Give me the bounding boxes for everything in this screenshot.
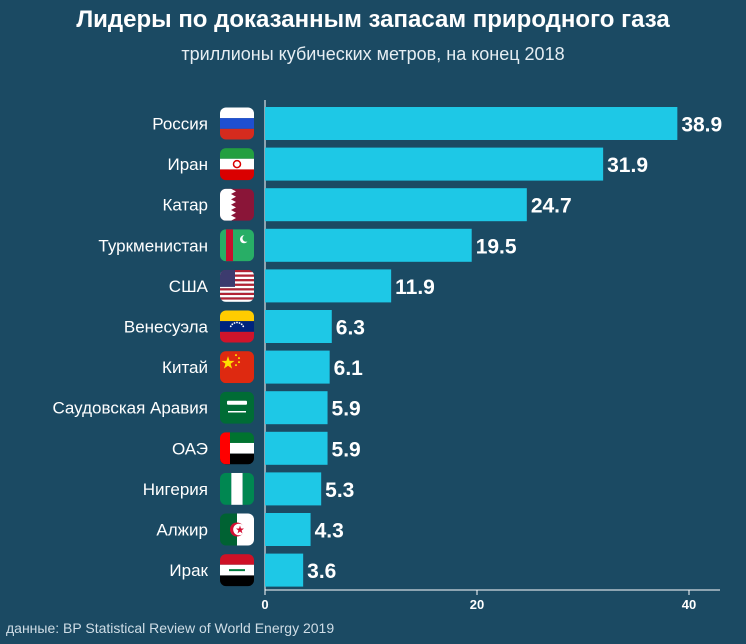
- china-flag-icon: [220, 351, 254, 384]
- category-label: Туркменистан: [98, 236, 208, 255]
- category-label: Саудовская Аравия: [52, 399, 208, 418]
- bar: [265, 553, 304, 587]
- algeria-flag-icon: [220, 513, 254, 546]
- saudi-arabia-flag-icon: [220, 391, 254, 424]
- value-label: 6.3: [336, 317, 365, 340]
- value-label: 4.3: [315, 520, 344, 543]
- bar: [265, 188, 527, 222]
- value-label: 6.1: [334, 357, 364, 380]
- value-label: 5.9: [332, 438, 361, 461]
- x-tick-label: 20: [470, 597, 484, 612]
- value-label: 31.9: [607, 154, 648, 177]
- value-label: 24.7: [531, 195, 572, 218]
- usa-flag-icon: [220, 269, 254, 302]
- category-label: Иран: [167, 155, 208, 174]
- category-label: Китай: [162, 358, 208, 377]
- iraq-flag-icon: [220, 554, 254, 587]
- value-label: 38.9: [681, 114, 722, 137]
- bar: [265, 310, 332, 343]
- value-label: 19.5: [476, 235, 517, 258]
- turkmenistan-flag-icon: [220, 229, 254, 262]
- bar: [265, 350, 330, 384]
- category-label: Россия: [152, 115, 208, 134]
- category-label: ОАЭ: [172, 439, 208, 458]
- category-label: Алжир: [156, 521, 208, 540]
- chart-title: Лидеры по доказанным запасам природного …: [76, 6, 670, 33]
- nigeria-flag-icon: [220, 472, 254, 505]
- bar: [265, 228, 472, 262]
- category-label: Ирак: [169, 561, 208, 580]
- value-label: 5.9: [332, 398, 361, 421]
- bar: [265, 269, 392, 303]
- value-label: 3.6: [307, 560, 336, 583]
- category-label: США: [169, 277, 209, 296]
- venezuela-flag-icon: [220, 310, 254, 343]
- qatar-flag-icon: [220, 188, 254, 221]
- uae-flag-icon: [220, 432, 254, 465]
- data-source-note: данные: BP Statistical Review of World E…: [6, 620, 335, 636]
- bar: [265, 147, 604, 181]
- bar: [265, 472, 322, 506]
- value-label: 5.3: [325, 479, 354, 502]
- iran-flag-icon: [220, 148, 254, 181]
- bar: [265, 391, 328, 425]
- chart-subtitle: триллионы кубических метров, на конец 20…: [181, 44, 565, 64]
- value-label: 11.9: [395, 276, 435, 299]
- x-tick-label: 40: [682, 597, 696, 612]
- bar: [265, 107, 678, 140]
- bar: [265, 513, 311, 546]
- category-label: Нигерия: [143, 480, 208, 499]
- category-label: Катар: [163, 196, 209, 215]
- category-label: Венесуэла: [124, 318, 209, 337]
- russia-flag-icon: [220, 107, 254, 140]
- x-tick-label: 0: [261, 597, 268, 612]
- bar: [265, 431, 328, 465]
